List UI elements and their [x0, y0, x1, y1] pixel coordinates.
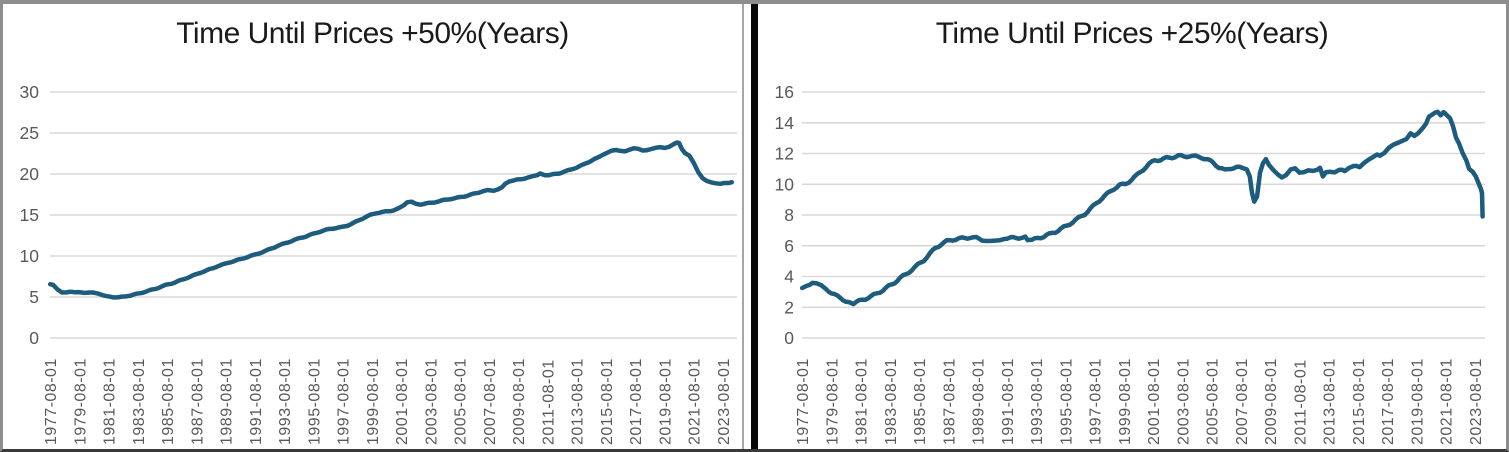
- y-tick-label: 10: [775, 174, 795, 194]
- x-tick-label: 2003-08-01: [423, 358, 440, 445]
- y-tick-label: 15: [20, 205, 39, 225]
- x-tick-label: 2001-08-01: [394, 358, 411, 445]
- panel-gap: [744, 4, 751, 449]
- x-tick-label: 1983-08-01: [883, 358, 900, 445]
- x-tick-label: 2011-08-01: [540, 359, 557, 445]
- x-tick-label: 1991-08-01: [1000, 358, 1017, 445]
- chart-title-plus25: Time Until Prices +25%(Years): [935, 17, 1329, 50]
- x-tick-label: 2021-08-01: [1439, 358, 1456, 445]
- x-tick-label: 2021-08-01: [687, 358, 704, 445]
- x-tick-label: 1979-08-01: [824, 358, 841, 445]
- x-tick-label: 1989-08-01: [219, 358, 236, 445]
- x-tick-label: 2011-08-01: [1292, 359, 1309, 445]
- x-tick-label: 1983-08-01: [131, 358, 148, 445]
- y-tick-label: 14: [775, 113, 795, 133]
- x-tick-label: 2009-08-01: [1263, 358, 1280, 445]
- x-axis-labels: 1977-08-01 1979-08-01 1981-08-01 1983-08-01…: [795, 358, 1485, 445]
- x-tick-label: 1987-08-01: [189, 358, 206, 445]
- y-tick-label: 12: [775, 144, 794, 164]
- x-tick-label: 1981-08-01: [102, 358, 119, 445]
- x-tick-label: 1999-08-01: [365, 358, 382, 445]
- x-tick-label: 2003-08-01: [1175, 358, 1192, 445]
- x-tick-label: 1989-08-01: [971, 358, 988, 445]
- x-tick-label: 2019-08-01: [1409, 358, 1426, 445]
- x-tick-label: 1997-08-01: [1088, 358, 1105, 445]
- y-tick-label: 6: [784, 236, 794, 256]
- x-tick-label: 1979-08-01: [72, 358, 89, 445]
- x-tick-label: 1999-08-01: [1117, 358, 1134, 445]
- y-axis-labels: 0 2 4 6 8 10 12 14 16: [775, 82, 795, 348]
- x-tick-label: 2001-08-01: [1146, 358, 1163, 445]
- y-tick-label: 20: [20, 164, 40, 184]
- line-chart-plus50: 0 5 10 15 20 25 30 1977-08-01 1979-08-01 1981-08-…: [20, 82, 737, 445]
- x-tick-label: 1993-08-01: [277, 358, 294, 445]
- x-tick-label: 1987-08-01: [941, 358, 958, 445]
- y-tick-label: 5: [29, 287, 39, 307]
- x-tick-label: 2023-08-01: [1468, 358, 1485, 445]
- series-line: [47, 140, 735, 300]
- y-tick-label: 16: [775, 82, 794, 102]
- y-tick-label: 2: [784, 297, 794, 317]
- line-chart-plus25: 0 2 4 6 8 10 12 14 16 1977-08-01 1979-08-01 1981-08…: [775, 82, 1485, 445]
- chart-panel-plus25: 0 2 4 6 8 10 12 14 16 1977-08-01 1979-08-01 1981-08…: [758, 4, 1506, 449]
- x-tick-label: 1985-08-01: [912, 358, 929, 445]
- y-tick-label: 4: [784, 267, 794, 287]
- x-tick-label: 2005-08-01: [1205, 358, 1222, 445]
- x-tick-label: 2017-08-01: [628, 358, 645, 445]
- panel-divider: [751, 4, 758, 449]
- series-line: [799, 109, 1485, 307]
- x-tick-label: 1997-08-01: [336, 358, 353, 445]
- gridlines: [802, 91, 1485, 339]
- x-tick-label: 2015-08-01: [599, 358, 616, 445]
- x-tick-label: 1995-08-01: [306, 358, 323, 445]
- x-tick-label: 2007-08-01: [1234, 358, 1251, 445]
- y-tick-label: 25: [20, 123, 39, 143]
- x-tick-label: 2023-08-01: [716, 358, 733, 445]
- x-tick-label: 1977-08-01: [795, 358, 812, 445]
- chart-panel-plus50: 0 5 10 15 20 25 30 1977-08-01 1979-08-01 1981-08-…: [3, 4, 744, 449]
- y-tick-label: 10: [20, 246, 40, 266]
- x-axis-labels: 1977-08-01 1979-08-01 1981-08-01 1983-08-01…: [43, 358, 733, 445]
- x-tick-label: 2019-08-01: [657, 358, 674, 445]
- x-tick-label: 1985-08-01: [160, 358, 177, 445]
- x-tick-label: 1993-08-01: [1029, 358, 1046, 445]
- x-tick-label: 1977-08-01: [43, 358, 60, 445]
- x-tick-label: 1991-08-01: [248, 358, 265, 445]
- y-tick-label: 30: [20, 82, 40, 102]
- y-tick-label: 0: [29, 328, 39, 348]
- y-tick-label: 8: [784, 205, 794, 225]
- gridlines: [50, 91, 737, 339]
- x-tick-label: 1981-08-01: [854, 358, 871, 445]
- x-tick-label: 2009-08-01: [511, 358, 528, 445]
- x-tick-label: 2013-08-01: [570, 358, 587, 445]
- chart-title-plus50: Time Until Prices +50%(Years): [176, 17, 569, 50]
- y-tick-label: 0: [784, 328, 794, 348]
- x-tick-label: 2015-08-01: [1351, 358, 1368, 445]
- x-tick-label: 1995-08-01: [1058, 358, 1075, 445]
- x-tick-label: 2017-08-01: [1380, 358, 1397, 445]
- x-tick-label: 2007-08-01: [482, 358, 499, 445]
- x-tick-label: 2013-08-01: [1322, 358, 1339, 445]
- x-tick-label: 2005-08-01: [453, 358, 470, 445]
- y-axis-labels: 0 5 10 15 20 25 30: [20, 82, 40, 348]
